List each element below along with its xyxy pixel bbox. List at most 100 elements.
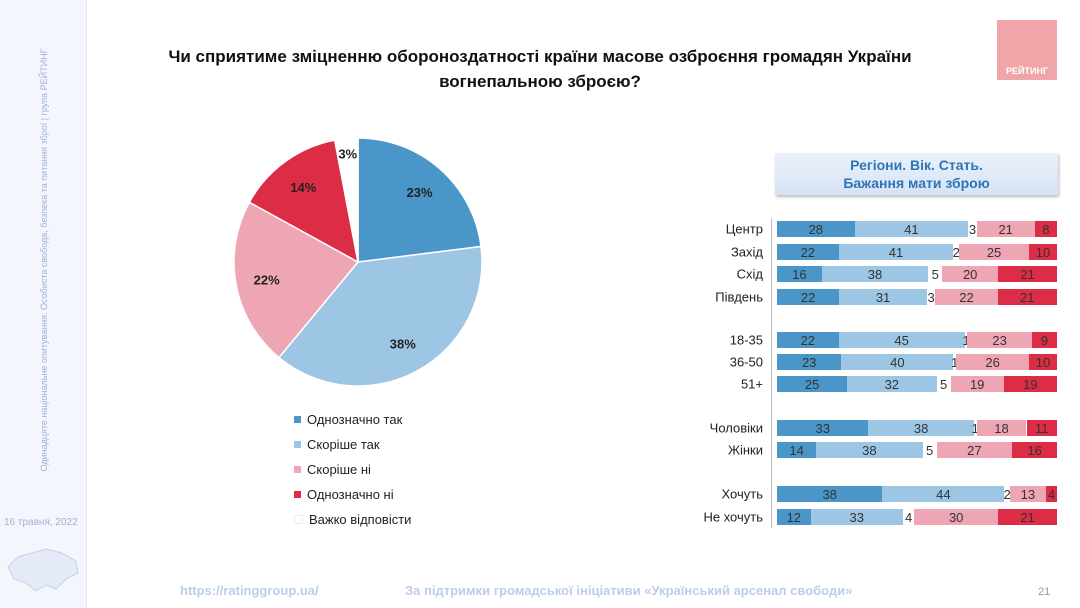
bar-row-label: Чоловіки xyxy=(709,420,763,436)
bar-segment: 19 xyxy=(950,376,1004,392)
bar-segment: 30 xyxy=(914,509,999,525)
bar-segment: 22 xyxy=(777,289,840,305)
bar-row-label: 51+ xyxy=(740,376,763,392)
footer-url[interactable]: https://ratinggroup.ua/ xyxy=(180,583,319,598)
pie-slice xyxy=(357,137,482,263)
bar-chart-header: Регіони. Вік. Стать. Бажання мати зброю xyxy=(775,153,1058,195)
bar-segment: 4 xyxy=(1045,486,1057,502)
bar-segment: 38 xyxy=(868,420,974,436)
legend-label: Однозначно так xyxy=(307,412,403,427)
pie-slice xyxy=(333,137,359,263)
pie-slice xyxy=(233,201,360,359)
bar-segment: 18 xyxy=(976,420,1027,436)
bar-segment: 2 xyxy=(952,244,960,260)
bar-row-label: Не хочуть xyxy=(703,509,763,525)
bar-row-label: Схід xyxy=(736,266,763,282)
bar-row-label: Південь xyxy=(715,289,763,305)
bar-segment: 33 xyxy=(810,509,903,525)
pie-label: 3% xyxy=(338,146,357,161)
pie-label: 38% xyxy=(390,336,416,351)
footer-support: За підтримки громадської ініціативи «Укр… xyxy=(405,583,853,598)
legend-label: Однозначно ні xyxy=(307,487,394,502)
bar-segment: 1 xyxy=(951,354,959,370)
bar-segment: 41 xyxy=(854,221,969,237)
bar-segment: 21 xyxy=(998,509,1057,525)
bar-row-label: 36-50 xyxy=(729,354,763,370)
bar-segment: 10 xyxy=(1029,244,1057,260)
legend-item: Скоріше ні xyxy=(294,462,371,477)
pie-label: 14% xyxy=(290,180,316,195)
bar-segment: 5 xyxy=(922,442,937,458)
bar-segment: 45 xyxy=(838,332,965,348)
legend-swatch xyxy=(294,466,301,473)
rating-logo: РЕЙТИНГ xyxy=(997,20,1057,80)
bar-row-label: Центр xyxy=(725,221,763,237)
bar-segment: 23 xyxy=(777,354,842,370)
bar-segment: 13 xyxy=(1009,486,1046,502)
page-title: Чи сприятиме зміцненню обороноздатності … xyxy=(168,47,912,91)
bar-segment: 44 xyxy=(882,486,1005,502)
bar-row-label: Захід xyxy=(730,244,763,260)
bar-segment: 22 xyxy=(777,332,839,348)
survey-date: 16 травня, 2022 xyxy=(4,517,78,528)
legend-label: Важко відповісти xyxy=(309,512,412,527)
bar-segment: 20 xyxy=(942,266,999,282)
bar-segment: 21 xyxy=(976,221,1035,237)
bar-segment: 1 xyxy=(971,420,979,436)
legend-item: Скоріше так xyxy=(294,437,380,452)
pie-slice xyxy=(277,245,483,387)
legend-item: Важко відповісти xyxy=(294,512,411,527)
bar-segment: 21 xyxy=(997,289,1057,305)
bar-segment: 5 xyxy=(936,376,951,392)
bar-axis xyxy=(771,218,772,528)
bar-segment: 28 xyxy=(777,221,855,237)
bar-segment: 38 xyxy=(821,266,929,282)
bar-segment: 8 xyxy=(1034,221,1057,237)
bar-segment: 23 xyxy=(967,332,1032,348)
bar-segment: 12 xyxy=(777,509,811,525)
bar-segment: 26 xyxy=(956,354,1029,370)
bar-segment: 40 xyxy=(841,354,954,370)
legend-label: Скоріше так xyxy=(307,437,380,452)
bar-row-label: Хочуть xyxy=(721,486,763,502)
legend-swatch xyxy=(294,515,303,524)
bar-row-label: 18-35 xyxy=(729,332,763,348)
page-number: 21 xyxy=(1038,586,1051,598)
bar-segment: 14 xyxy=(777,442,817,458)
bar-segment: 2 xyxy=(1003,486,1011,502)
legend-label: Скоріше ні xyxy=(307,462,371,477)
bar-segment: 3 xyxy=(968,221,977,237)
bar-segment: 21 xyxy=(998,266,1057,282)
bar-segment: 33 xyxy=(777,420,869,436)
bar-segment: 41 xyxy=(838,244,954,260)
legend-swatch xyxy=(294,441,301,448)
bar-segment: 38 xyxy=(816,442,923,458)
ukraine-map-icon xyxy=(7,548,79,592)
bar-segment: 31 xyxy=(839,289,927,305)
sidebar: Одинадцяте національне опитування. Особи… xyxy=(0,0,87,608)
bar-segment: 1 xyxy=(962,332,970,348)
bar-segment: 25 xyxy=(959,244,1029,260)
bar-segment: 16 xyxy=(1012,442,1057,458)
bar-segment: 22 xyxy=(777,244,839,260)
pie-label: 22% xyxy=(254,272,280,287)
bar-segment: 19 xyxy=(1003,376,1057,392)
legend-swatch xyxy=(294,491,301,498)
legend-swatch xyxy=(294,416,301,423)
bar-segment: 16 xyxy=(777,266,822,282)
legend-item: Однозначно так xyxy=(294,412,402,427)
bar-segment: 27 xyxy=(936,442,1013,458)
bar-segment: 32 xyxy=(847,376,937,392)
pie-slice xyxy=(248,139,360,264)
bar-segment: 38 xyxy=(777,486,883,502)
bar-segment: 10 xyxy=(1029,354,1057,370)
bar-segment: 5 xyxy=(928,266,943,282)
bar-segment: 4 xyxy=(903,509,915,525)
bar-segment: 11 xyxy=(1026,420,1057,436)
bar-segment: 9 xyxy=(1031,332,1057,348)
pie-label: 23% xyxy=(406,185,432,200)
bar-segment: 3 xyxy=(926,289,936,305)
bar-segment: 25 xyxy=(777,376,847,392)
legend-item: Однозначно ні xyxy=(294,487,394,502)
